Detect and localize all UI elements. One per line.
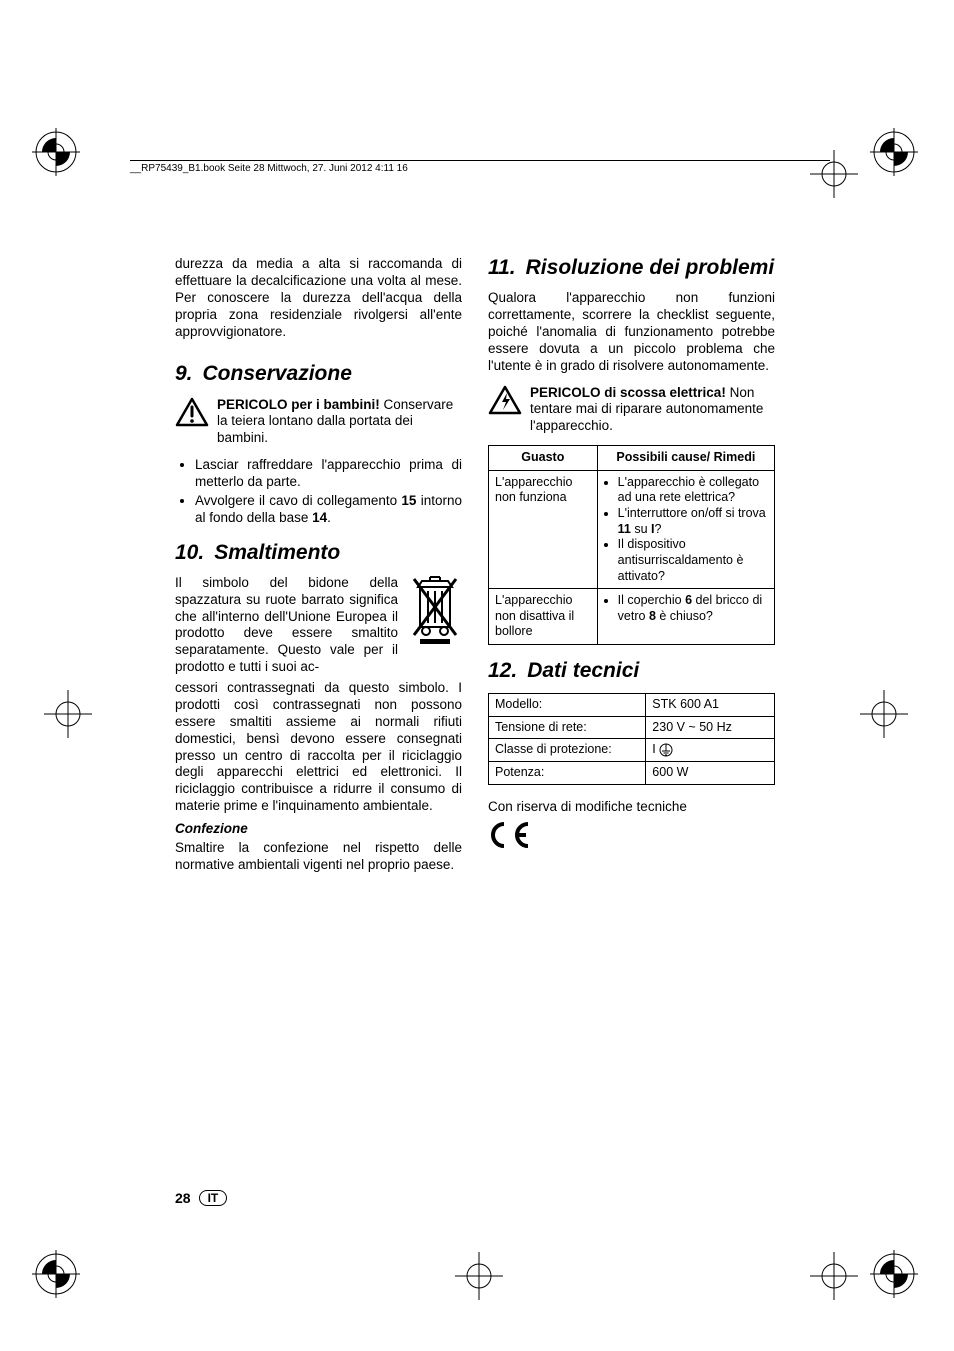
bullet-9-0-text: Lasciar raffreddare l'apparecchio prima … — [195, 457, 462, 489]
right-column: 11. Risoluzione dei problemi Qualora l'ap… — [488, 256, 775, 878]
section-10-num: 10. — [175, 541, 204, 564]
section-9-num: 9. — [175, 362, 193, 385]
warning-children-text: PERICOLO per i bambini! Conservare la te… — [217, 397, 462, 448]
warning-shock-icon — [488, 385, 522, 415]
spec-row: Modello:STK 600 A1 — [489, 694, 775, 717]
cause-0-2: Il dispositivo antisurriscaldamento è at… — [618, 537, 772, 584]
page-footer: 28 IT — [175, 1190, 227, 1206]
confezione-text: Smaltire la confezione nel rispetto dell… — [175, 840, 462, 874]
fault-1: L'apparecchio non disattiva il bollore — [489, 589, 598, 645]
header-text: __RP75439_B1.book Seite 28 Mittwoch, 27.… — [130, 163, 408, 174]
warning-children: PERICOLO per i bambini! Conservare la te… — [175, 397, 462, 448]
section-10-heading: 10. Smaltimento — [175, 541, 462, 565]
spec-row: Classe di protezione:I — [489, 739, 775, 762]
warning-triangle-icon — [175, 397, 209, 427]
language-badge: IT — [199, 1190, 228, 1206]
weee-para-a: Il simbolo del bidone della spazzatura s… — [175, 575, 398, 676]
causes-1: Il coperchio 6 del bricco di vetro 8 è c… — [597, 589, 774, 645]
regmark-br-cross — [810, 1252, 858, 1300]
spec-value: 600 W — [646, 762, 775, 785]
spec-row: Potenza:600 W — [489, 762, 775, 785]
page-number: 28 — [175, 1190, 191, 1206]
warning-shock-title: PERICOLO di scossa elettrica! — [530, 385, 726, 400]
section-12-title: Dati tecnici — [527, 659, 639, 682]
spec-value: I — [646, 739, 775, 762]
regmark-tr — [870, 128, 918, 176]
table-row: L'apparecchio non funziona L'apparecchio… — [489, 470, 775, 588]
spec-table: Modello:STK 600 A1 Tensione di rete:230 … — [488, 693, 775, 785]
section-9-heading: 9. Conservazione — [175, 362, 462, 386]
cause-0-1: L'interruttore on/off si trova 11 su I? — [618, 506, 772, 537]
th-fault: Guasto — [489, 446, 598, 471]
spec-row: Tensione di rete:230 V ~ 50 Hz — [489, 716, 775, 739]
section-10-title: Smaltimento — [214, 541, 340, 564]
regmark-ml — [44, 690, 92, 738]
section-11-num: 11. — [488, 256, 516, 279]
regmark-br — [870, 1250, 918, 1298]
table-header-row: Guasto Possibili cause/ Rimedi — [489, 446, 775, 471]
section-11-title: Risoluzione dei problemi — [526, 256, 775, 279]
section-11-para: Qualora l'apparecchio non funzioni corre… — [488, 290, 775, 374]
left-column: durezza da media a alta si raccomanda di… — [175, 256, 462, 878]
weee-row: Il simbolo del bidone della spazzatura s… — [175, 575, 462, 680]
spec-label: Potenza: — [489, 762, 646, 785]
bullet-9-0: Lasciar raffreddare l'apparecchio prima … — [195, 457, 462, 491]
warning-children-title: PERICOLO per i bambini! — [217, 397, 380, 412]
confezione-heading: Confezione — [175, 821, 462, 838]
regmark-bc — [455, 1252, 503, 1300]
cause-0-0: L'apparecchio è collegato ad una rete el… — [618, 475, 772, 506]
spec-label: Modello: — [489, 694, 646, 717]
causes-0: L'apparecchio è collegato ad una rete el… — [597, 470, 774, 588]
spec-label: Classe di protezione: — [489, 739, 646, 762]
weee-bin-icon — [408, 575, 462, 645]
warning-shock: PERICOLO di scossa elettrica! Non tentar… — [488, 385, 775, 436]
th-cause: Possibili cause/ Rimedi — [597, 446, 774, 471]
regmark-tl — [32, 128, 80, 176]
section-9-bullets: Lasciar raffreddare l'apparecchio prima … — [175, 457, 462, 527]
regmark-bl — [32, 1250, 80, 1298]
section-12-heading: 12. Dati tecnici — [488, 659, 775, 683]
tech-note: Con riserva di modifiche tecniche — [488, 799, 775, 816]
regmark-tr-cross — [810, 150, 858, 198]
ce-mark-icon — [488, 820, 775, 855]
spec-value: 230 V ~ 50 Hz — [646, 716, 775, 739]
cause-1-0: Il coperchio 6 del bricco di vetro 8 è c… — [618, 593, 772, 624]
section-9-title: Conservazione — [203, 362, 352, 385]
spec-value: STK 600 A1 — [646, 694, 775, 717]
fault-0: L'apparecchio non funziona — [489, 470, 598, 588]
regmark-mr — [860, 690, 908, 738]
warning-shock-text: PERICOLO di scossa elettrica! Non tentar… — [530, 385, 775, 436]
troubleshooting-table: Guasto Possibili cause/ Rimedi L'apparec… — [488, 445, 775, 645]
section-12-num: 12. — [488, 659, 517, 682]
spec-label: Tensione di rete: — [489, 716, 646, 739]
intro-para: durezza da media a alta si raccomanda di… — [175, 256, 462, 340]
weee-para-b: cessori contrassegnati da questo simbolo… — [175, 680, 462, 815]
section-11-heading: 11. Risoluzione dei problemi — [488, 256, 775, 280]
page-header: __RP75439_B1.book Seite 28 Mittwoch, 27.… — [130, 160, 830, 174]
content-area: durezza da media a alta si raccomanda di… — [175, 256, 775, 878]
table-row: L'apparecchio non disattiva il bollore I… — [489, 589, 775, 645]
bullet-9-1: Avvolgere il cavo di collegamento 15 int… — [195, 493, 462, 527]
